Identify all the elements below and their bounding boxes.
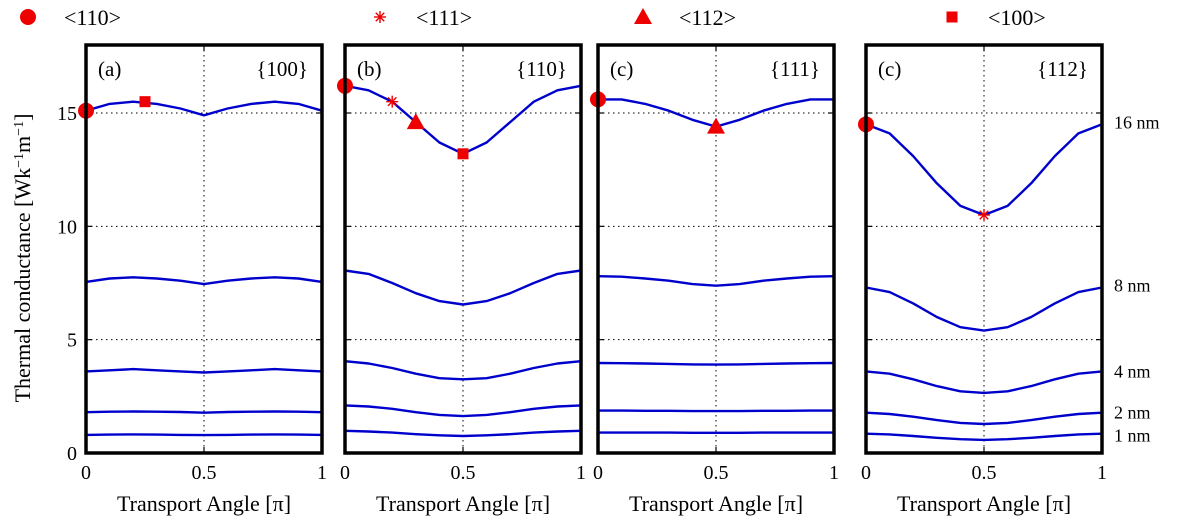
legend-marker-asterisk: [374, 11, 386, 23]
x-axis-label: Transport Angle [π]: [629, 491, 803, 516]
svg-text:Thermal conductance [Wk−1m−1]: Thermal conductance [Wk−1m−1]: [10, 114, 35, 403]
panel-label: (b): [357, 57, 382, 81]
legend-label: <111>: [416, 5, 472, 30]
panel-label: (c): [610, 57, 633, 81]
series-line-4: [598, 409, 834, 413]
ylabel-main: Thermal conductance [Wk: [10, 168, 35, 403]
panel-frame: [864, 43, 1104, 455]
series-line-3: [865, 370, 1103, 395]
series-line-4: [865, 411, 1103, 426]
panel-frame: [343, 43, 583, 455]
series-line-3: [85, 367, 323, 374]
legend: <110> <111> <112> <100>: [20, 5, 1046, 30]
size-label: 16 nm: [1114, 112, 1160, 132]
size-label: 8 nm: [1114, 276, 1151, 296]
plane-label: {100}: [256, 57, 308, 81]
legend-entry-2: <112>: [634, 5, 736, 30]
plane-label: {110}: [516, 57, 567, 81]
legend-label: <100>: [988, 5, 1046, 30]
panel-label: (c): [878, 57, 901, 81]
legend-entry-0: <110>: [20, 5, 121, 30]
ylabel-end: ]: [10, 114, 35, 121]
size-labels: 16 nm 8 nm 4 nm 2 nm 1 nm: [1114, 112, 1160, 445]
x-tick-label: 0: [81, 462, 91, 484]
y-axis-label: Thermal conductance [Wk−1m−1]: [10, 114, 35, 403]
y-tick-label: 5: [67, 330, 77, 352]
x-tick-label: 0: [861, 462, 871, 484]
data-marker-square: [139, 96, 151, 108]
ylabel-sup2: −1: [12, 121, 27, 136]
x-tick-label: 0.5: [192, 462, 217, 484]
plane-label: {111}: [770, 57, 820, 81]
series-line-3: [597, 361, 835, 366]
data-marker-square: [457, 148, 469, 160]
panel-frame: [84, 43, 324, 455]
y-tick-label: 15: [57, 103, 77, 125]
data-marker-asterisk: [386, 95, 399, 108]
x-axis-label: Transport Angle [π]: [376, 491, 550, 516]
legend-entry-3: <100>: [946, 5, 1046, 30]
panel-4: 0 0.5 1 (c) {112} Transport Angle [π]: [858, 43, 1107, 516]
series-line-1: [85, 100, 323, 117]
x-tick-label: 0: [340, 462, 350, 484]
y-tick-label: 0: [67, 443, 77, 465]
series-line-4: [85, 410, 323, 414]
series-line-3: [344, 360, 582, 381]
panel-label: (a): [98, 57, 121, 81]
data-marker-triangle: [707, 117, 725, 134]
x-tick-label: 0: [593, 462, 603, 484]
data-marker-triangle: [406, 113, 425, 130]
x-tick-label: 0.5: [704, 462, 729, 484]
panel-3: 0 0.5 1 (c) {111} Transport Angle [π]: [590, 43, 839, 516]
y-tick-label: 10: [57, 216, 77, 238]
data-marker-asterisk: [978, 209, 990, 221]
series-line-5: [344, 429, 582, 438]
legend-label: <112>: [679, 5, 736, 30]
panel-frame: [596, 43, 836, 455]
x-tick-label: 0.5: [451, 462, 476, 484]
legend-marker-square: [946, 11, 958, 23]
plane-label: {112}: [1037, 57, 1088, 81]
x-axis-label: Transport Angle [π]: [897, 491, 1071, 516]
x-tick-label: 1: [1097, 462, 1107, 484]
size-label: 1 nm: [1114, 426, 1151, 446]
series-line-5: [85, 433, 323, 437]
legend-marker-circle: [20, 9, 36, 25]
series-line-2: [85, 276, 323, 286]
x-tick-label: 1: [576, 462, 586, 484]
panel-2: 0 0.5 1 (b) {110} Transport Angle [π]: [337, 43, 586, 516]
series-line-2: [344, 269, 582, 306]
legend-marker-triangle: [634, 8, 652, 24]
x-tick-label: 0.5: [972, 462, 997, 484]
series-line-2: [597, 275, 835, 287]
series-line-5: [865, 432, 1103, 442]
legend-entry-1: <111>: [374, 5, 472, 30]
series-line-2: [865, 286, 1103, 332]
x-tick-label: 1: [317, 462, 327, 484]
ylabel-mid: m: [10, 136, 35, 153]
x-axis-label: Transport Angle [π]: [117, 491, 291, 516]
x-tick-label: 1: [829, 462, 839, 484]
size-label: 4 nm: [1114, 361, 1151, 381]
legend-label: <110>: [64, 5, 121, 30]
size-label: 2 nm: [1114, 403, 1151, 423]
series-line-4: [344, 404, 582, 418]
ylabel-sup1: −1: [12, 153, 27, 168]
